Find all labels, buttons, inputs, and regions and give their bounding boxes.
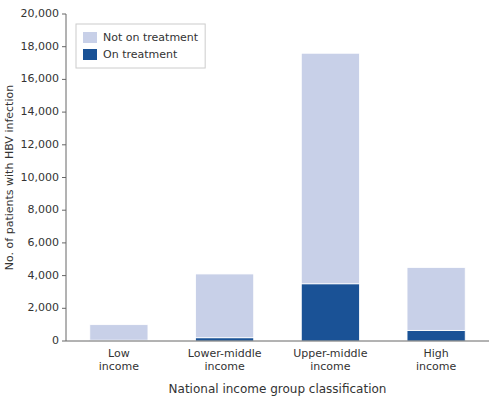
y-tick-label: 14,000 [21, 105, 60, 118]
legend-frame [76, 24, 205, 68]
y-tick [62, 112, 66, 113]
y-tick [62, 79, 66, 80]
x-tick-label: Highincome [416, 347, 457, 373]
y-tick-label: 20,000 [21, 7, 60, 20]
y-tick-label: 0 [52, 334, 59, 347]
y-tick [62, 14, 66, 15]
x-tick-label: Lowincome [99, 347, 140, 373]
bar-segment [301, 53, 359, 284]
legend-swatch [83, 49, 97, 60]
y-tick [62, 242, 66, 243]
y-tick [62, 46, 66, 47]
legend-label: Not on treatment [103, 31, 199, 44]
y-tick-label: 4,000 [28, 269, 60, 282]
y-tick-label: 12,000 [21, 138, 60, 151]
y-axis-line [66, 14, 67, 341]
y-tick [62, 275, 66, 276]
chart: 0 2,000 4,000 6,000 8,000 10,000 12,000 14,000 1… [0, 0, 503, 401]
y-tick-label: 18,000 [21, 40, 60, 53]
y-axis-label: No. of patients with HBV infection [3, 85, 16, 270]
x-tick-label: Lower-middleincome [188, 347, 262, 373]
x-axis-label: National income group classification [169, 382, 387, 396]
x-tick-label: Upper-middleincome [293, 347, 367, 373]
x-axis: Lowincome Lower-middleincome Upper-middlei… [99, 347, 457, 373]
y-tick [62, 144, 66, 145]
y-tick-label: 10,000 [21, 171, 60, 184]
y-axis: 0 2,000 4,000 6,000 8,000 10,000 12,000 14,000 1… [21, 7, 67, 347]
bar-segment [407, 267, 465, 330]
y-tick [62, 308, 66, 309]
legend: Not on treatment On treatment [76, 24, 205, 68]
y-tick-label: 2,000 [28, 301, 60, 314]
y-tick [62, 210, 66, 211]
bar-segment [196, 274, 254, 338]
y-tick-label: 8,000 [28, 203, 60, 216]
bars [90, 53, 465, 341]
bar-segment [301, 284, 359, 341]
chart-container: 0 2,000 4,000 6,000 8,000 10,000 12,000 14,000 1… [0, 0, 503, 401]
legend-label: On treatment [103, 48, 178, 61]
bar-segment [90, 325, 148, 341]
y-tick-label: 6,000 [28, 236, 60, 249]
bar-segment [407, 330, 465, 341]
legend-swatch [83, 32, 97, 43]
y-tick-label: 16,000 [21, 72, 60, 85]
y-tick [62, 341, 66, 342]
x-axis-line [66, 341, 489, 342]
y-tick [62, 177, 66, 178]
